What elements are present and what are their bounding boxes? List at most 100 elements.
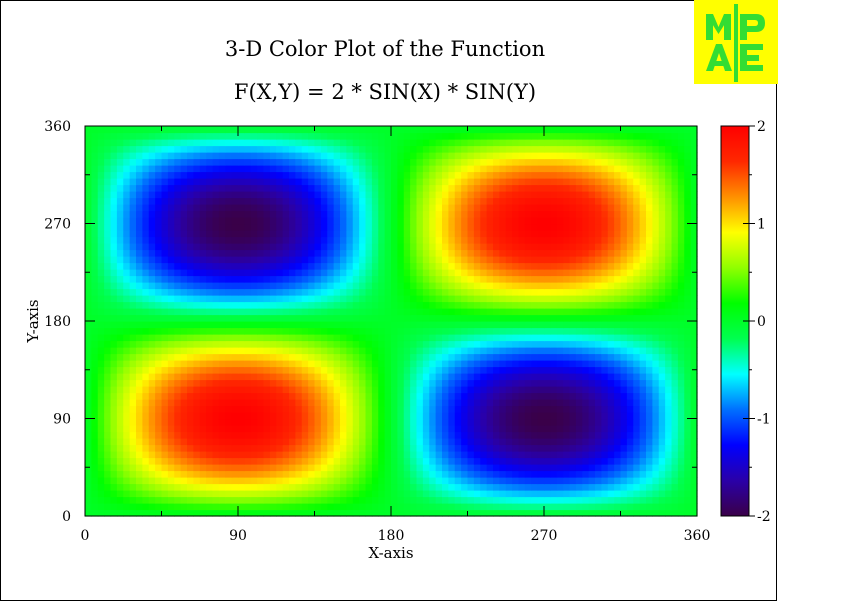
heatmap-cell xyxy=(308,321,316,329)
heatmap-cell xyxy=(410,425,418,433)
heatmap-cell xyxy=(308,418,316,426)
heatmap-cell xyxy=(595,295,602,303)
heatmap-cell xyxy=(448,405,456,413)
heatmap-cell xyxy=(174,230,182,238)
heatmap-cell xyxy=(422,210,430,218)
heatmap-cell xyxy=(352,438,360,446)
heatmap-cell xyxy=(601,217,609,225)
heatmap-cell xyxy=(652,243,660,251)
heatmap-cell xyxy=(403,399,411,407)
heatmap-cell xyxy=(314,301,322,309)
heatmap-cell xyxy=(199,282,207,290)
heatmap-cell xyxy=(231,399,239,407)
heatmap-cell xyxy=(652,470,660,478)
heatmap-cell xyxy=(85,425,92,433)
heatmap-cell xyxy=(85,457,92,465)
heatmap-cell xyxy=(97,386,105,394)
heatmap-cell xyxy=(671,451,679,459)
heatmap-cell xyxy=(320,178,328,186)
heatmap-cell xyxy=(378,249,386,257)
heatmap-cell xyxy=(187,178,194,186)
heatmap-cell xyxy=(123,412,131,420)
heatmap-cell xyxy=(544,457,551,465)
heatmap-cell xyxy=(333,509,341,517)
heatmap-cell xyxy=(378,301,386,309)
heatmap-cell xyxy=(340,243,347,251)
heatmap-cell xyxy=(142,340,150,348)
heatmap-cell xyxy=(620,399,628,407)
heatmap-cell xyxy=(665,366,673,374)
heatmap-cell xyxy=(524,282,532,290)
heatmap-cell xyxy=(384,204,392,212)
heatmap-cell xyxy=(378,327,386,335)
heatmap-cell xyxy=(123,425,131,433)
heatmap-cell xyxy=(110,191,118,199)
heatmap-cell xyxy=(199,191,207,199)
heatmap-cell xyxy=(614,353,622,361)
heatmap-cell xyxy=(359,457,367,465)
heatmap-cell xyxy=(97,490,105,498)
heatmap-cell xyxy=(289,477,296,485)
heatmap-cell xyxy=(677,379,685,387)
heatmap-cell xyxy=(582,379,590,387)
heatmap-cell xyxy=(537,230,545,238)
heatmap-cell xyxy=(327,269,335,277)
heatmap-cell xyxy=(448,191,456,199)
heatmap-cell xyxy=(193,483,201,491)
heatmap-cell xyxy=(384,275,392,283)
heatmap-cell xyxy=(142,509,150,517)
heatmap-cell xyxy=(652,249,660,257)
heatmap-cell xyxy=(359,262,367,270)
heatmap-cell xyxy=(569,262,577,270)
heatmap-cell xyxy=(690,314,698,322)
heatmap-cell xyxy=(684,340,692,348)
heatmap-cell xyxy=(295,444,303,452)
heatmap-cell xyxy=(314,243,322,251)
heatmap-cell xyxy=(493,321,500,329)
heatmap-cell xyxy=(327,217,335,225)
heatmap-cell xyxy=(595,412,602,420)
heatmap-cell xyxy=(480,184,488,192)
heatmap-cell xyxy=(620,184,628,192)
heatmap-cell xyxy=(384,223,392,231)
heatmap-cell xyxy=(320,438,328,446)
heatmap-cell xyxy=(269,477,277,485)
heatmap-cell xyxy=(671,464,679,472)
heatmap-cell xyxy=(461,269,469,277)
heatmap-cell xyxy=(257,340,265,348)
heatmap-cell xyxy=(416,256,424,264)
heatmap-cell xyxy=(225,503,233,511)
heatmap-cell xyxy=(123,230,131,238)
heatmap-cell xyxy=(371,204,379,212)
heatmap-cell xyxy=(601,282,609,290)
heatmap-cell xyxy=(346,217,354,225)
heatmap-cell xyxy=(180,464,188,472)
heatmap-cell xyxy=(652,451,660,459)
heatmap-cell xyxy=(174,470,182,478)
heatmap-cell xyxy=(601,379,609,387)
heatmap-cell xyxy=(116,321,124,329)
heatmap-cell xyxy=(595,191,602,199)
heatmap-cell xyxy=(410,262,418,270)
heatmap-cell xyxy=(359,334,367,342)
heatmap-cell xyxy=(289,379,296,387)
heatmap-cell xyxy=(116,425,124,433)
heatmap-cell xyxy=(614,197,622,205)
heatmap-cell xyxy=(537,470,545,478)
heatmap-cell xyxy=(461,197,469,205)
heatmap-cell xyxy=(620,418,628,426)
heatmap-cell xyxy=(633,327,641,335)
heatmap-cell xyxy=(250,490,258,498)
heatmap-cell xyxy=(575,301,583,309)
heatmap-cell xyxy=(199,470,207,478)
heatmap-cell xyxy=(352,392,360,400)
heatmap-cell xyxy=(684,360,692,368)
heatmap-cell xyxy=(486,230,494,238)
heatmap-cell xyxy=(384,405,392,413)
heatmap-cell xyxy=(327,477,335,485)
heatmap-cell xyxy=(371,295,379,303)
heatmap-cell xyxy=(620,451,628,459)
heatmap-cell xyxy=(116,308,124,316)
heatmap-cell xyxy=(486,288,494,296)
heatmap-cell xyxy=(238,509,245,517)
